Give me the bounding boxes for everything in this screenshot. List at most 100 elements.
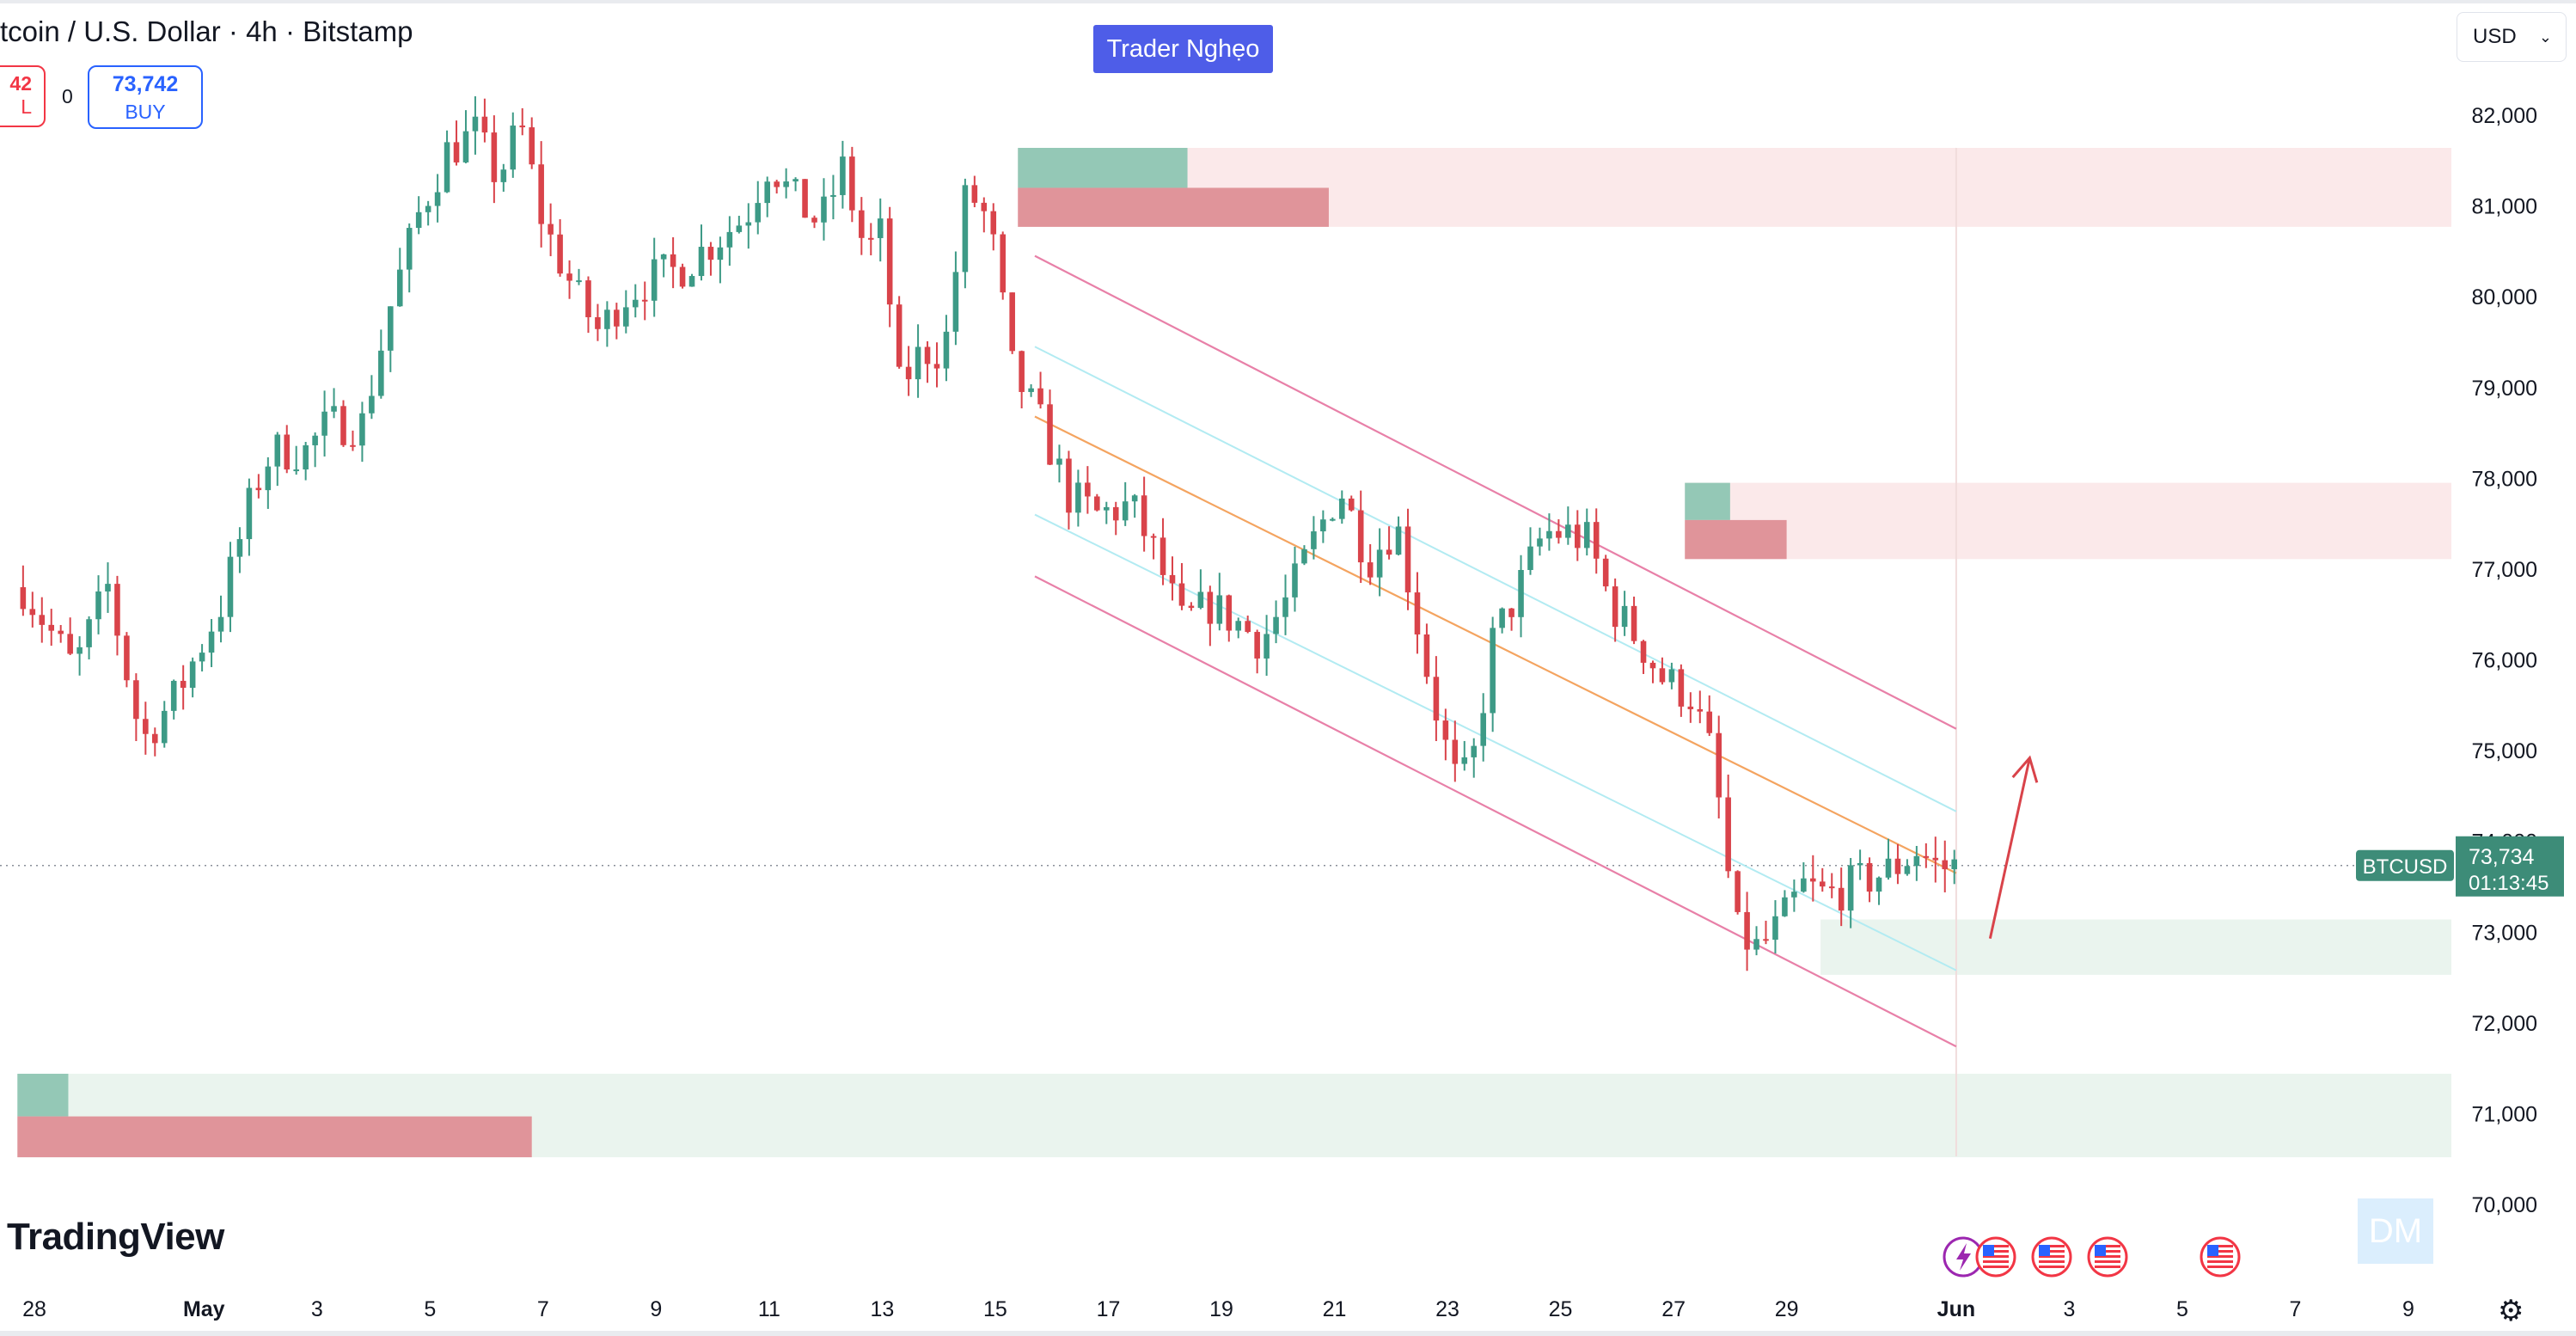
us-flag-event-icon[interactable] xyxy=(1975,1236,2016,1278)
author-tag: Trader Nghẹo xyxy=(1093,25,1273,73)
candle-body xyxy=(1085,482,1091,497)
candle xyxy=(1913,845,1920,881)
candle xyxy=(1254,629,1260,674)
settings-gear-icon[interactable]: ⚙ xyxy=(2498,1295,2524,1327)
us-flag-event-icon[interactable] xyxy=(2200,1236,2241,1278)
candle-body xyxy=(1735,871,1741,912)
candle xyxy=(1819,867,1826,892)
candle-body xyxy=(830,194,836,197)
candle-body xyxy=(1640,640,1647,663)
symbol-title[interactable]: tcoin / U.S. Dollar · 4h · Bitstamp xyxy=(0,15,413,47)
candle-body xyxy=(434,192,441,206)
bar-countdown: 01:13:45 xyxy=(2469,872,2548,895)
candle xyxy=(1122,481,1129,526)
zone-origin-green-1 xyxy=(1685,482,1730,520)
time-tick-label: 3 xyxy=(2063,1297,2075,1321)
candle xyxy=(444,130,450,193)
time-tick-label: 21 xyxy=(1323,1297,1347,1321)
candle xyxy=(745,203,752,249)
lightning-event-icon[interactable] xyxy=(1943,1236,1984,1278)
time-tick-label: Jun xyxy=(1937,1297,1975,1321)
candle xyxy=(170,679,177,720)
candle-body xyxy=(529,127,535,165)
candle-body xyxy=(632,299,639,308)
time-tick-label: 28 xyxy=(22,1297,46,1321)
candle-body xyxy=(312,435,318,445)
price-tick-label: 71,000 xyxy=(2472,1102,2537,1126)
candle-body xyxy=(651,259,658,301)
candle-body xyxy=(321,411,327,436)
candle-body xyxy=(783,181,789,187)
candle-body xyxy=(48,624,55,631)
candle xyxy=(1461,740,1468,771)
candle xyxy=(1311,516,1317,560)
candle-body xyxy=(755,203,762,223)
candle xyxy=(76,636,83,676)
us-flag-event-icon[interactable] xyxy=(2031,1236,2072,1278)
tradingview-logo[interactable]: TradingView xyxy=(7,1216,224,1258)
channel-lower-line xyxy=(1034,575,1957,1048)
candle-body xyxy=(1131,495,1138,502)
buy-button[interactable]: 73,742 BUY xyxy=(88,65,203,129)
candle-body xyxy=(1828,886,1835,889)
candle-body xyxy=(821,196,827,223)
candle xyxy=(1932,837,1939,883)
candle xyxy=(962,178,969,289)
currency-select[interactable]: USD ⌄ xyxy=(2457,12,2567,62)
candle-body xyxy=(143,719,149,734)
candle xyxy=(877,198,884,262)
candle-body xyxy=(425,205,431,212)
candle xyxy=(1423,623,1430,684)
candle-body xyxy=(566,273,572,281)
candle-body xyxy=(1245,621,1251,633)
candle xyxy=(1131,493,1138,518)
candle xyxy=(58,625,64,643)
candle xyxy=(1273,600,1279,644)
candle xyxy=(20,565,27,616)
candle-body xyxy=(39,615,46,625)
candle xyxy=(1782,890,1788,917)
candle-body xyxy=(623,307,629,327)
candle xyxy=(1753,926,1759,956)
flag-canton xyxy=(2095,1245,2106,1256)
candle-body xyxy=(745,222,752,226)
candle xyxy=(1009,292,1015,354)
candle-body xyxy=(1725,797,1731,872)
candle-body xyxy=(199,653,205,662)
candle xyxy=(114,575,120,656)
candle-body xyxy=(1942,860,1949,870)
candle-body xyxy=(284,434,291,470)
candle-body xyxy=(1330,518,1336,521)
us-flag-event-icon[interactable] xyxy=(2087,1236,2128,1278)
sell-button[interactable]: 42 L xyxy=(0,65,46,127)
candle-body xyxy=(1932,857,1939,861)
candle-body xyxy=(1819,881,1826,887)
candle xyxy=(915,324,921,398)
candle-body xyxy=(406,228,413,270)
price-tick-label: 82,000 xyxy=(2472,104,2537,128)
candle xyxy=(774,180,780,194)
candle-body xyxy=(840,156,846,195)
candle-body xyxy=(1019,351,1025,392)
zone-origin-red-0 xyxy=(1018,187,1329,227)
candle-body xyxy=(388,306,394,351)
candle xyxy=(651,237,658,317)
candle-body xyxy=(859,210,865,238)
candle-body xyxy=(1056,458,1062,465)
time-tick-label: 17 xyxy=(1097,1297,1121,1321)
candle-body xyxy=(886,218,893,305)
candle xyxy=(1894,843,1901,885)
candle xyxy=(500,163,507,192)
candle xyxy=(180,665,187,710)
candle-body xyxy=(660,254,667,260)
candle-body xyxy=(1556,530,1562,538)
candle-body xyxy=(1273,616,1279,634)
candle xyxy=(1226,594,1233,642)
flag-stripe xyxy=(2095,1245,2120,1247)
candle-body xyxy=(1716,732,1722,798)
last-price-value: 73,734 xyxy=(2469,845,2535,869)
candle xyxy=(1838,867,1845,927)
candle xyxy=(388,306,394,372)
candle xyxy=(143,702,149,755)
